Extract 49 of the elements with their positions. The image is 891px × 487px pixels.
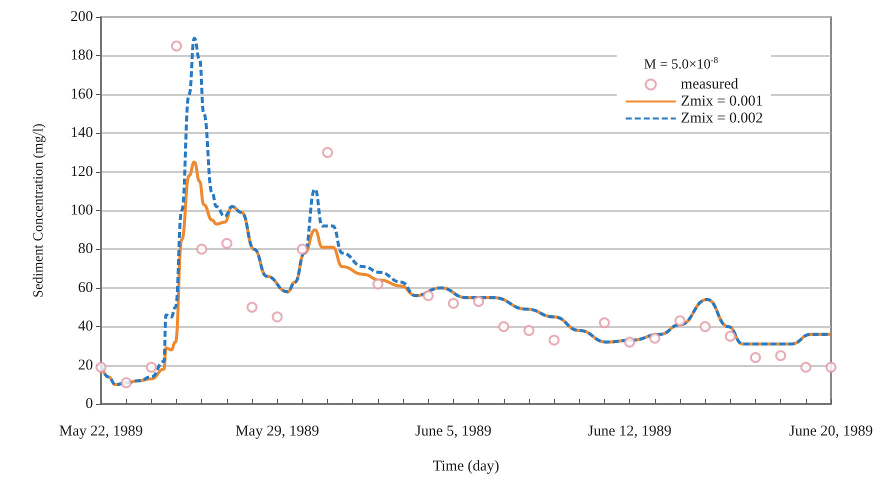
point xyxy=(221,238,232,249)
point xyxy=(372,278,384,290)
point xyxy=(246,302,258,313)
y-tick-label: 60 xyxy=(78,280,93,296)
point xyxy=(523,324,534,336)
point xyxy=(674,315,686,326)
point xyxy=(96,362,106,373)
point xyxy=(171,40,182,52)
y-tick-label: 20 xyxy=(78,357,93,374)
x-tick-label: June 5, 1989 xyxy=(415,424,492,440)
y-tick-label: 0 xyxy=(86,396,93,412)
x-tick-label: May 29, 1989 xyxy=(235,424,320,440)
legend-label: measured xyxy=(680,76,739,92)
y-tick-label: 120 xyxy=(70,164,93,180)
point xyxy=(272,311,283,322)
point xyxy=(473,296,484,307)
x-tick-label: May 22, 1989 xyxy=(59,424,143,440)
point xyxy=(196,244,208,255)
point xyxy=(826,362,836,373)
legend-label: Zmix = 0.002 xyxy=(680,110,764,126)
point xyxy=(422,290,434,302)
point xyxy=(498,321,510,332)
y-tick-label: 180 xyxy=(70,48,93,64)
point xyxy=(296,244,308,255)
point xyxy=(775,350,786,362)
y-tick-label: 200 xyxy=(70,9,93,25)
point xyxy=(649,332,660,344)
x-tick-label: June 12, 1989 xyxy=(588,424,672,440)
y-tick-label: 100 xyxy=(70,202,93,218)
legend-title: M = 5.0×10$^{-8}$ xyxy=(642,55,720,74)
point xyxy=(750,352,761,364)
legend-label: Zmix = 0.001 xyxy=(680,94,764,110)
x-tick-label: June 20, 1989 xyxy=(789,424,873,440)
point xyxy=(724,330,736,342)
point xyxy=(700,321,711,332)
y-tick-label: 80 xyxy=(78,241,93,258)
point xyxy=(448,298,459,309)
point xyxy=(322,146,334,158)
point xyxy=(548,334,560,346)
x-axis-title: Time (day) xyxy=(432,458,500,474)
y-tick-label: 140 xyxy=(70,125,93,142)
point xyxy=(598,317,610,328)
point xyxy=(146,362,157,373)
y-axis-title: Sediment Concentration (mg/l) xyxy=(32,123,46,298)
point xyxy=(624,336,636,348)
y-tick-label: 160 xyxy=(70,86,93,102)
y-tick-label: 40 xyxy=(78,318,93,335)
point xyxy=(800,362,812,373)
point xyxy=(120,377,132,388)
